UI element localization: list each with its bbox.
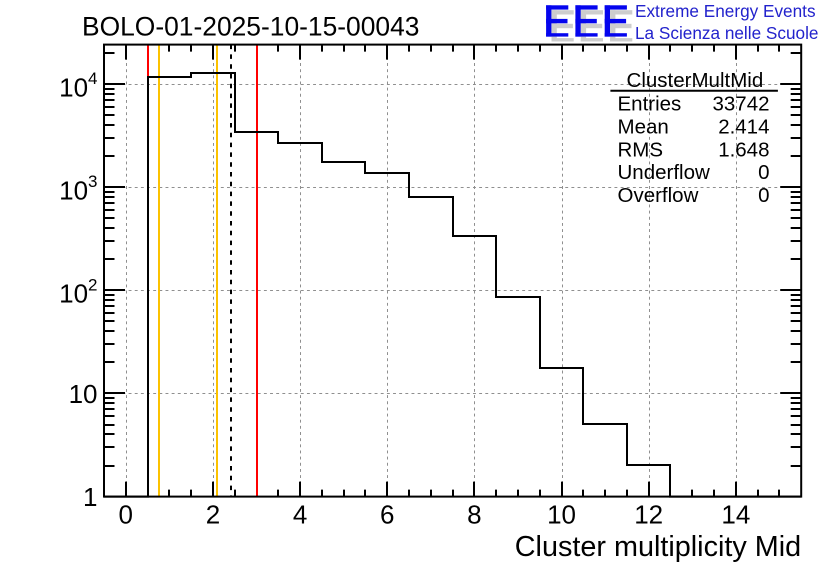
svg-text:Overflow: Overflow bbox=[618, 184, 699, 207]
svg-text:4: 4 bbox=[293, 500, 307, 530]
svg-text:ClusterMultMid: ClusterMultMid bbox=[627, 69, 764, 92]
svg-text:33742: 33742 bbox=[712, 93, 769, 116]
svg-text:1: 1 bbox=[83, 482, 97, 512]
svg-text:8: 8 bbox=[467, 500, 481, 530]
svg-text:1.648: 1.648 bbox=[718, 138, 769, 161]
svg-text:102: 102 bbox=[59, 275, 97, 308]
svg-text:104: 104 bbox=[59, 69, 97, 102]
svg-text:10: 10 bbox=[69, 379, 98, 409]
svg-text:0: 0 bbox=[758, 184, 769, 207]
svg-text:10: 10 bbox=[547, 500, 576, 530]
svg-text:103: 103 bbox=[59, 172, 97, 205]
svg-text:6: 6 bbox=[380, 500, 394, 530]
svg-text:Mean: Mean bbox=[618, 116, 669, 139]
svg-text:14: 14 bbox=[721, 500, 750, 530]
svg-text:0: 0 bbox=[119, 500, 133, 530]
svg-text:RMS: RMS bbox=[618, 138, 664, 161]
svg-text:12: 12 bbox=[634, 500, 663, 530]
svg-text:Entries: Entries bbox=[618, 93, 682, 116]
svg-text:Extreme Energy Events: Extreme Energy Events bbox=[635, 1, 816, 21]
svg-text:Cluster multiplicity Mid: Cluster multiplicity Mid bbox=[515, 531, 801, 563]
svg-text:0: 0 bbox=[758, 161, 769, 184]
svg-text:Underflow: Underflow bbox=[618, 161, 710, 184]
svg-text:BOLO-01-2025-10-15-00043: BOLO-01-2025-10-15-00043 bbox=[82, 11, 419, 41]
svg-text:La Scienza nelle Scuole: La Scienza nelle Scuole bbox=[635, 23, 818, 43]
svg-text:2: 2 bbox=[206, 500, 220, 530]
svg-text:2.414: 2.414 bbox=[718, 116, 769, 139]
